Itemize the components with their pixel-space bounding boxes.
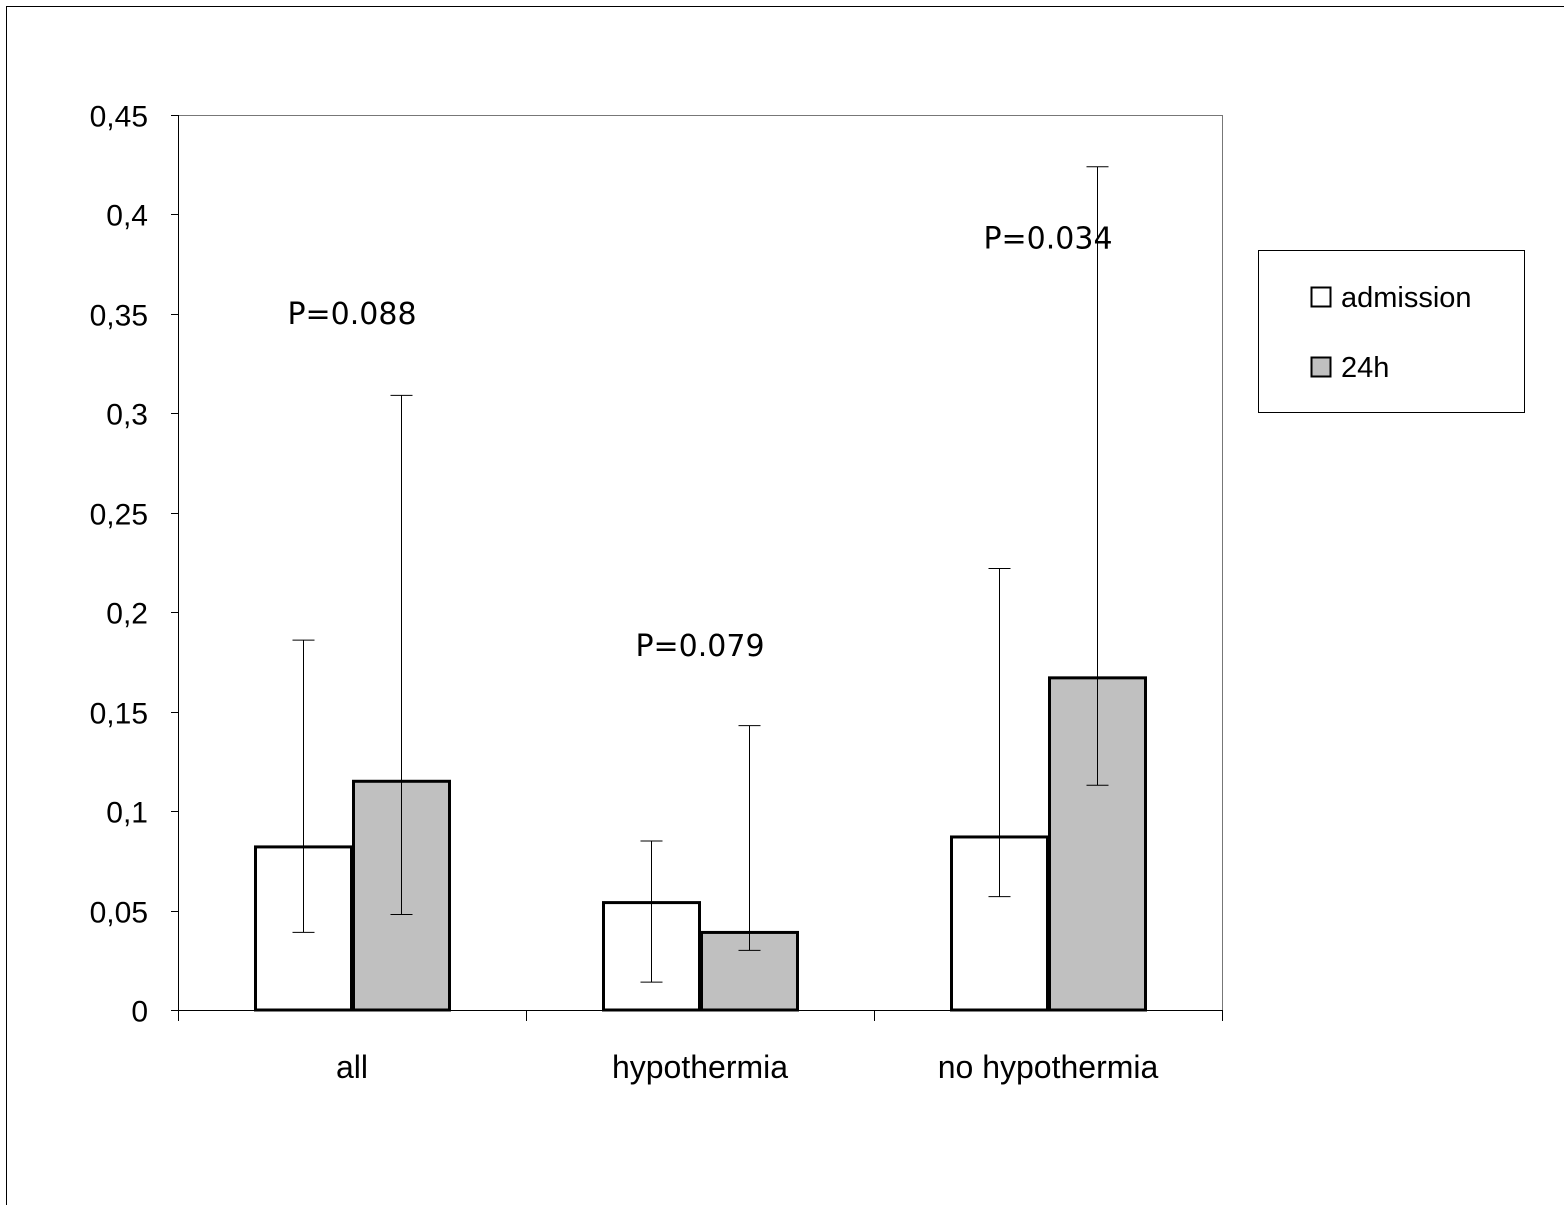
annotations: P=0.088 P=0.079 P=0.034: [287, 221, 1112, 664]
bars: [254, 676, 1147, 1012]
y-axis: 0 0,05 0,1 0,15 0,2 0,25 0,3 0,35 0,4 0,45: [90, 101, 179, 1029]
y-tick-label: 0,15: [90, 698, 148, 731]
legend-swatch: [1310, 286, 1332, 308]
y-tick-label: 0,05: [90, 897, 148, 930]
legend-label: 24h: [1341, 352, 1389, 384]
y-tick-label: 0,2: [106, 598, 148, 631]
x-category-label: no hypothermia: [938, 1049, 1159, 1085]
y-tick-label: 0,35: [90, 300, 148, 333]
p-value-annotation: P=0.088: [287, 297, 416, 332]
x-axis: all hypothermia no hypothermia: [178, 1010, 1223, 1085]
legend-label: admission: [1341, 282, 1472, 314]
legend: admission 24h: [1258, 250, 1525, 413]
x-category-label: hypothermia: [612, 1049, 788, 1085]
legend-swatch: [1310, 356, 1332, 378]
legend-box: [1258, 250, 1525, 413]
p-value-annotation: P=0.079: [635, 629, 764, 664]
y-tick-label: 0,1: [106, 797, 148, 830]
bar-admission: [950, 835, 1049, 1012]
y-tick-label: 0,4: [106, 200, 148, 233]
chart-outer-border: [6, 6, 1564, 1205]
y-tick-label: 0,25: [90, 499, 148, 532]
p-value-annotation: P=0.034: [983, 221, 1112, 256]
x-category-label: all: [336, 1049, 368, 1085]
y-tick-label: 0,45: [90, 101, 148, 134]
error-bars: [292, 166, 1109, 983]
y-tick-label: 0: [131, 996, 148, 1029]
y-tick-label: 0,3: [106, 399, 148, 432]
